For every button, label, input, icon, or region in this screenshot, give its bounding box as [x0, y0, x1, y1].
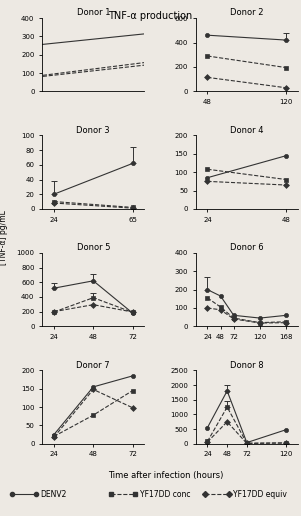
- Title: Donor 5: Donor 5: [76, 243, 110, 252]
- Title: Donor 8: Donor 8: [230, 361, 264, 369]
- Text: TNF-α production: TNF-α production: [108, 11, 193, 21]
- Title: Donor 2: Donor 2: [230, 8, 264, 17]
- Title: Donor 1: Donor 1: [76, 8, 110, 17]
- Title: Donor 4: Donor 4: [230, 126, 264, 135]
- Text: [TNF-α] pg/mL: [TNF-α] pg/mL: [0, 210, 8, 265]
- Text: YF17DD equiv: YF17DD equiv: [233, 490, 287, 499]
- Text: DENV2: DENV2: [41, 490, 67, 499]
- Title: Donor 6: Donor 6: [230, 243, 264, 252]
- Title: Donor 3: Donor 3: [76, 126, 110, 135]
- Text: YF17DD conc: YF17DD conc: [140, 490, 191, 499]
- Text: Time after infection (hours): Time after infection (hours): [108, 471, 223, 480]
- Title: Donor 7: Donor 7: [76, 361, 110, 369]
